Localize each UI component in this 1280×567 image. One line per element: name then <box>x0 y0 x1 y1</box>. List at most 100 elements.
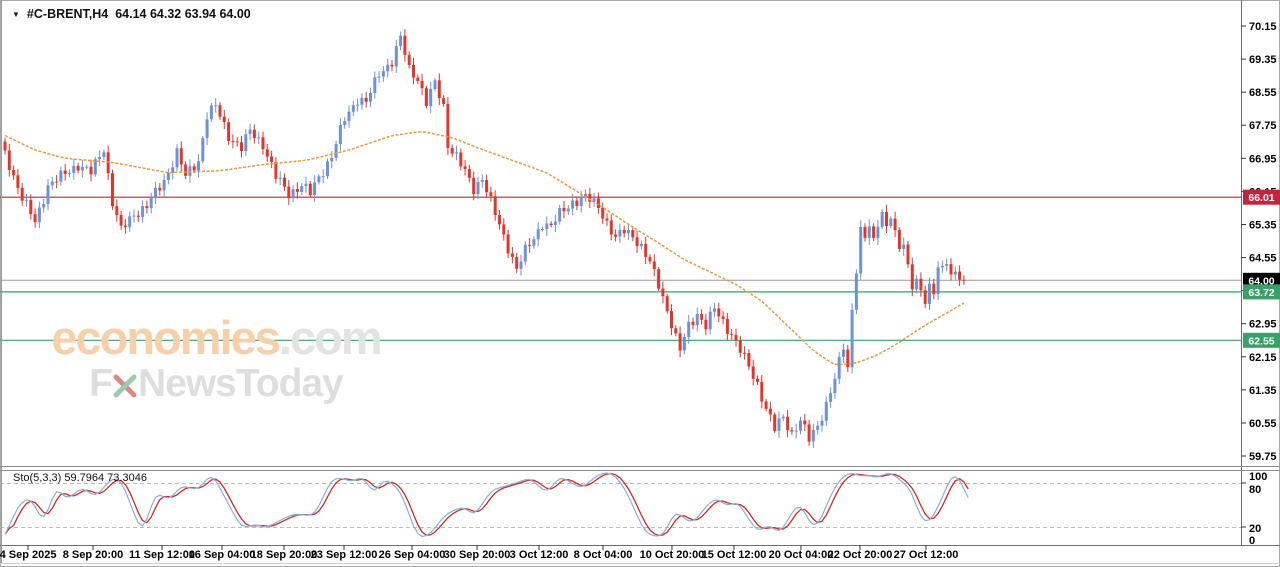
candle-body <box>412 64 415 78</box>
symbol-timeframe-label: #C-BRENT,H4 <box>26 7 109 21</box>
candle-body <box>111 173 114 207</box>
sub-axis-tick-label: 100 <box>1249 471 1267 483</box>
candle-body <box>657 269 661 289</box>
candle-body <box>721 316 725 319</box>
candle-body <box>674 328 678 334</box>
candle-body <box>601 208 605 219</box>
y-axis-tick-label: 70.15 <box>1249 21 1277 33</box>
candle-body <box>571 200 575 209</box>
candle-body <box>760 381 764 402</box>
candle-body <box>55 181 59 183</box>
candle-body <box>682 337 686 351</box>
candle-body <box>523 244 527 262</box>
y-axis-tick-label: 67.75 <box>1249 120 1277 132</box>
candle-body <box>588 193 592 202</box>
candle-body <box>695 314 699 326</box>
x-axis-tick-label: 27 Oct 12:00 <box>894 549 959 561</box>
y-axis-tick-label: 65.35 <box>1249 220 1277 232</box>
candle-body <box>738 340 742 353</box>
candle-body <box>351 105 355 112</box>
candle-body <box>76 165 80 171</box>
candle-body <box>80 166 84 171</box>
x-axis-tick-label: 22 Oct 20:00 <box>828 549 893 561</box>
candle-body <box>880 211 884 227</box>
y-axis-tick-label: 62.95 <box>1249 319 1277 331</box>
candle-body <box>136 215 140 217</box>
candle-body <box>184 164 188 176</box>
x-axis-tick-label: 30 Sep 20:00 <box>444 549 511 561</box>
candle-body <box>227 122 231 142</box>
candle-body <box>953 271 957 275</box>
candle-body <box>265 149 269 157</box>
candle-body <box>16 175 20 188</box>
sub-axis-tick-label: 20 <box>1249 523 1261 535</box>
candle-body <box>906 244 910 265</box>
candle-body <box>123 225 127 228</box>
candle-body <box>893 218 897 231</box>
candle-body <box>287 186 291 199</box>
candle-body <box>919 278 923 291</box>
candle-body <box>476 181 480 195</box>
candle-body <box>50 181 54 186</box>
candle-body <box>928 283 931 304</box>
candle-body <box>605 218 609 221</box>
candle-body <box>300 186 304 192</box>
candle-body <box>768 408 772 415</box>
candle-body <box>824 401 828 421</box>
candle-body <box>751 366 755 379</box>
candle-body <box>248 129 252 135</box>
candle-body <box>730 333 734 335</box>
candle-body <box>442 98 446 104</box>
candle-body <box>687 321 691 337</box>
candle-body <box>829 393 833 402</box>
y-axis-tick-label: 59.75 <box>1249 451 1277 463</box>
symbol-dropdown-icon[interactable]: ▼ <box>12 9 20 19</box>
candle-body <box>192 166 196 171</box>
candle-body <box>399 35 403 47</box>
candle-body <box>283 177 286 187</box>
candle-body <box>661 288 665 297</box>
candle-body <box>132 215 136 217</box>
candle-body <box>506 234 510 254</box>
candle-body <box>373 77 377 93</box>
candle-body <box>807 424 811 442</box>
candle-body <box>902 244 906 249</box>
price-badge-63.72 <box>1243 284 1280 300</box>
candle-body <box>360 97 364 105</box>
candle-body <box>528 244 532 246</box>
candle-body <box>347 111 351 122</box>
price-badge-label: 66.01 <box>1248 192 1274 204</box>
candle-body <box>627 230 630 234</box>
candle-body <box>25 199 28 201</box>
candle-body <box>450 148 454 154</box>
candle-body <box>197 161 200 171</box>
candle-body <box>407 55 411 65</box>
y-axis-tick-label: 60.55 <box>1249 418 1277 430</box>
candle-body <box>545 223 549 229</box>
candle-body <box>842 349 845 357</box>
candle-body <box>145 206 149 209</box>
x-axis-tick-label: 18 Sep 20:00 <box>251 549 318 561</box>
stochastic-indicator-label: Sto(5,3,3) 59.7964 73.3046 <box>13 472 147 484</box>
candle-body <box>85 166 89 168</box>
candle-body <box>364 97 368 102</box>
sub-axis-tick-label: 0 <box>1249 535 1255 547</box>
candle-body <box>846 349 850 368</box>
candle-body <box>93 159 97 175</box>
candle-body <box>932 283 936 295</box>
candle-body <box>29 199 33 215</box>
candle-body <box>162 180 166 191</box>
moving-average-line <box>4 131 965 366</box>
candle-body <box>781 416 785 419</box>
candle-body <box>644 243 648 258</box>
candle-body <box>498 214 501 225</box>
candle-body <box>635 237 639 247</box>
candle-body <box>773 414 777 431</box>
candle-body <box>416 77 420 81</box>
candle-body <box>940 265 944 268</box>
candle-body <box>334 144 338 158</box>
ohlc-values: 64.14 64.32 63.94 64.00 <box>115 7 251 21</box>
candle-body <box>493 196 497 215</box>
